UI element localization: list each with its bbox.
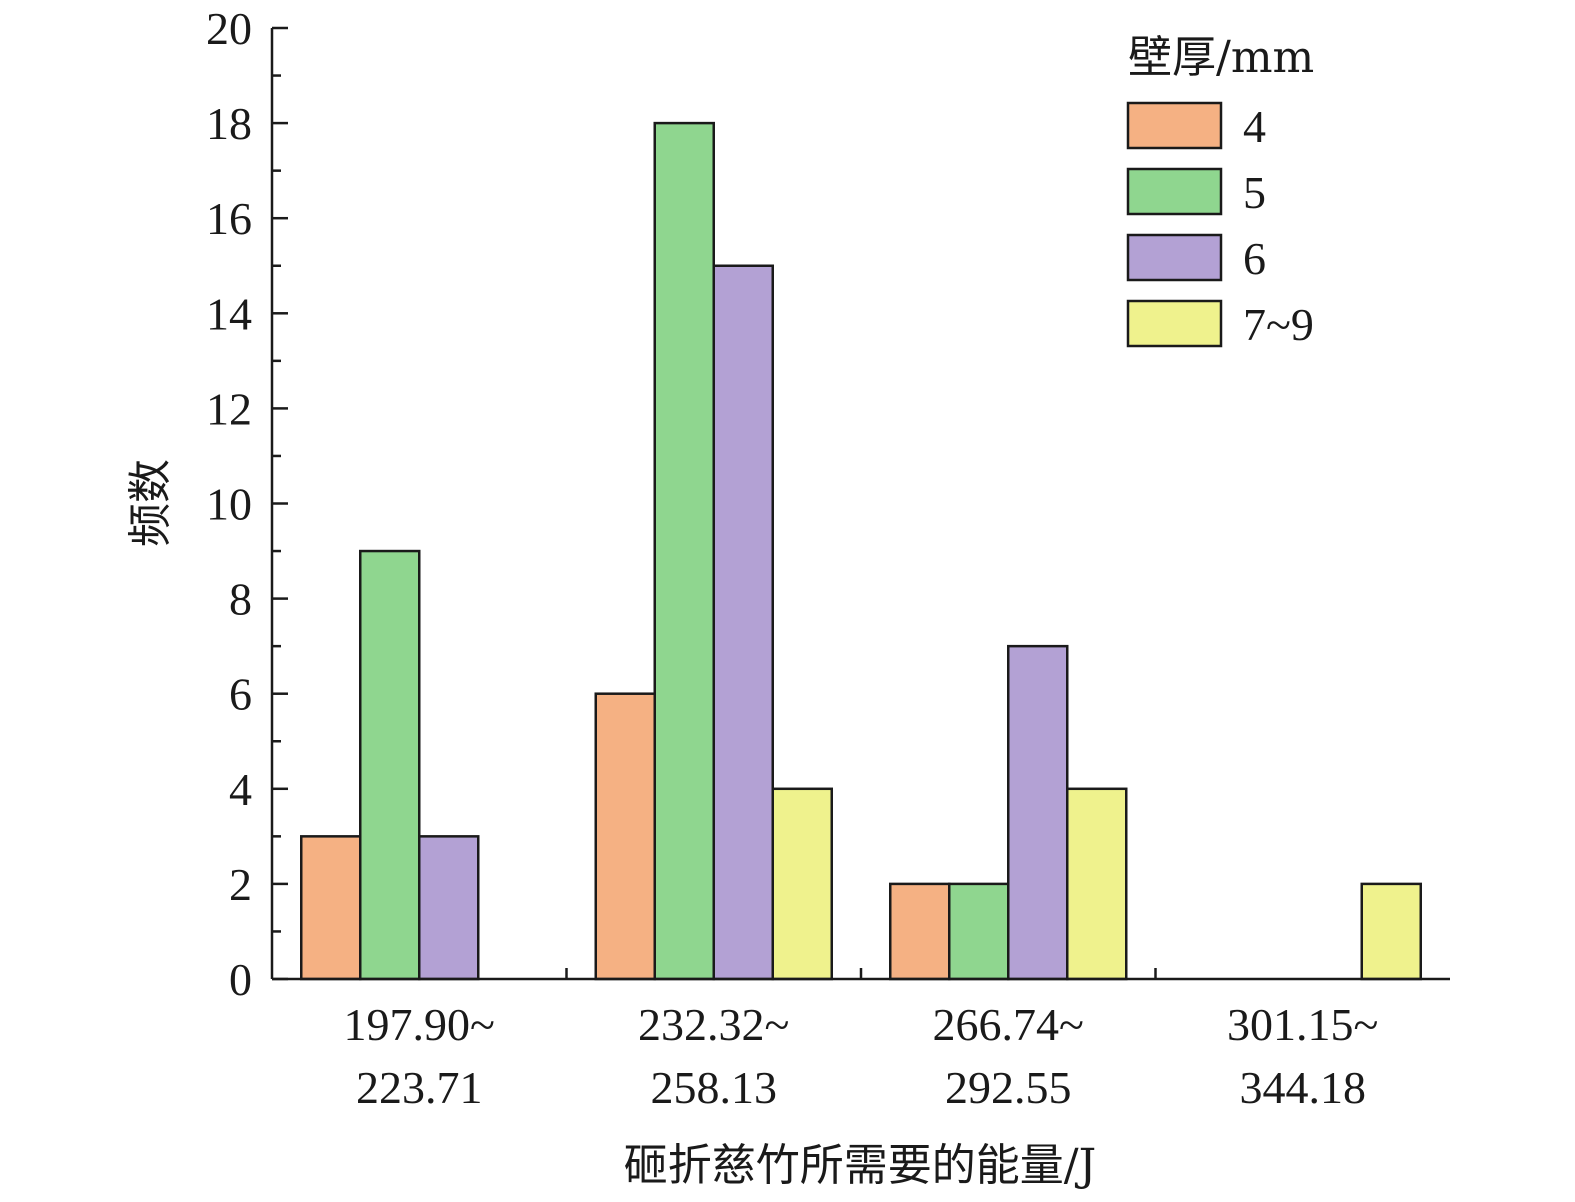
legend-label-5: 5 — [1243, 167, 1266, 218]
x-category-label-line: 292.55 — [945, 1062, 1072, 1113]
x-category-label: 232.32~ 258.13 — [638, 999, 789, 1113]
y-tick-label: 4 — [229, 764, 252, 815]
y-tick-label: 16 — [206, 193, 252, 244]
legend-swatch-5 — [1126, 167, 1223, 216]
y-tick-label: 12 — [206, 383, 252, 434]
x-category-label-line: 258.13 — [651, 1062, 778, 1113]
y-tick-label: 20 — [206, 3, 252, 54]
x-category-label-line: 223.71 — [356, 1062, 483, 1113]
y-tick-label: 6 — [229, 669, 252, 720]
x-category-label-line: 197.90~ — [344, 999, 495, 1050]
bar-4-1 — [300, 835, 362, 981]
x-category-label-line: 266.74~ — [933, 999, 1084, 1050]
legend-label-4: 4 — [1243, 101, 1266, 152]
y-tick-label: 14 — [206, 288, 252, 339]
bar-6-3 — [1007, 644, 1069, 981]
x-category-label-line: 301.15~ — [1227, 999, 1378, 1050]
y-tick-label: 2 — [229, 859, 252, 910]
x-axis-title: 砸折慈竹所需要的能量/J — [624, 1140, 1096, 1191]
x-category-label: 301.15~ 344.18 — [1227, 999, 1378, 1113]
bar-5-1 — [359, 549, 421, 981]
bar-7~9-2 — [771, 787, 833, 981]
y-tick-label: 10 — [206, 479, 252, 530]
legend-swatch-6 — [1126, 233, 1223, 282]
legend-swatch-7~9 — [1126, 299, 1223, 348]
bar-5-2 — [653, 121, 715, 981]
y-axis-title: 频数 — [125, 459, 176, 547]
y-ticks-group: 0 2 4 6 8 10 12 14 16 18 20 — [206, 3, 288, 1005]
x-category-label-line: 344.18 — [1240, 1062, 1367, 1113]
x-category-label: 197.90~ 223.71 — [344, 999, 495, 1113]
y-tick-label: 0 — [229, 954, 252, 1005]
bar-7~9-3 — [1066, 787, 1128, 981]
legend-title: 壁厚/mm — [1128, 32, 1314, 83]
bar-4-2 — [594, 692, 656, 981]
legend-label-7~9: 7~9 — [1243, 299, 1314, 350]
bar-6-2 — [712, 264, 774, 981]
y-tick-label: 8 — [229, 574, 252, 625]
x-category-label: 266.74~ 292.55 — [933, 999, 1084, 1113]
legend-swatch-4 — [1126, 101, 1223, 150]
legend-label-6: 6 — [1243, 233, 1266, 284]
legend: 壁厚/mm 4 5 6 7~9 — [1126, 32, 1314, 350]
bar-7~9-4 — [1360, 882, 1422, 981]
bar-6-1 — [418, 835, 480, 981]
bars-group — [300, 121, 1422, 981]
y-tick-label: 18 — [206, 98, 252, 149]
bar-5-3 — [948, 882, 1010, 981]
x-category-label-line: 232.32~ — [638, 999, 789, 1050]
bar-4-3 — [889, 882, 951, 981]
x-labels-group: 197.90~ 223.71 232.32~ 258.13 266.74~ 292.55 3… — [344, 968, 1378, 1113]
